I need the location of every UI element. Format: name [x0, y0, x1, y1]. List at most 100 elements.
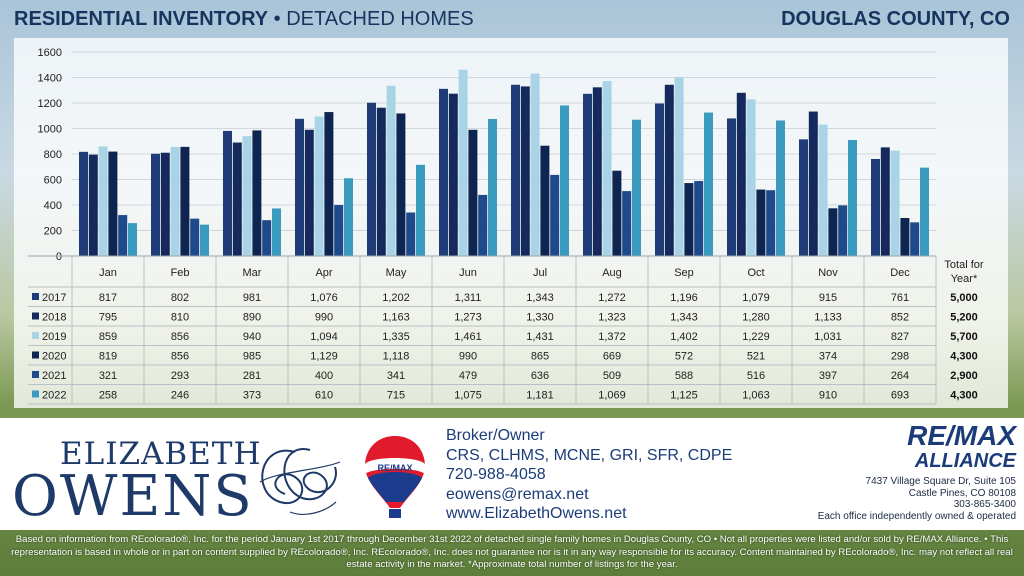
total-value-2020: 4,300 [950, 351, 978, 363]
category-label: Feb [171, 267, 190, 279]
bar-2019-jan [98, 146, 108, 256]
bar-2018-feb [160, 152, 170, 256]
data-label: 1,461 [454, 331, 482, 343]
chart-panel: 0 200 400 600 800 1000 1200 1400 1600 Jan Feb Mar Ap… [14, 38, 1008, 408]
bar-2018-nov [808, 111, 818, 256]
category-label: Apr [315, 267, 332, 279]
bar-2018-may [376, 107, 386, 256]
data-label: 1,311 [455, 292, 482, 304]
data-label: 397 [819, 370, 837, 382]
data-label: 400 [315, 370, 333, 382]
data-label: 856 [171, 331, 189, 343]
y-tick-label: 200 [44, 226, 62, 238]
bar-2022-feb [200, 224, 209, 256]
remax-balloon-icon: RE/MAX [365, 436, 425, 518]
total-value-2018: 5,200 [950, 312, 978, 324]
data-label: 509 [603, 370, 621, 382]
data-label: 817 [99, 292, 117, 304]
balloon-label: RE/MAX [377, 463, 412, 473]
bar-2021-dec [910, 222, 920, 256]
data-label: 990 [315, 312, 333, 324]
bar-2019-aug [602, 81, 612, 256]
bar-2021-jul [550, 174, 560, 256]
bar-2018-dec [880, 147, 890, 256]
y-tick-label: 600 [44, 175, 62, 187]
bar-2022-apr [344, 178, 353, 256]
bar-2021-jun [478, 194, 488, 256]
data-label: 1,133 [814, 312, 842, 324]
total-value-2022: 4,300 [950, 390, 978, 402]
contact-credentials: CRS, CLHMS, MCNE, GRI, SFR, CDPE [446, 446, 733, 464]
data-label: 1,272 [598, 292, 626, 304]
data-label: 810 [171, 312, 189, 324]
title-sub: • DETACHED HOMES [268, 7, 474, 30]
data-label: 1,323 [598, 312, 626, 324]
data-label: 293 [171, 370, 189, 382]
data-label: 1,280 [742, 312, 770, 324]
data-label: 1,431 [526, 331, 554, 343]
category-label: Jun [459, 267, 477, 279]
bar-2018-aug [592, 87, 602, 256]
disclaimer-text: Based on information from REcolorado®, I… [11, 534, 1013, 570]
category-label: Jul [533, 267, 547, 279]
data-label: 1,372 [598, 331, 626, 343]
category-label: Dec [890, 267, 910, 279]
data-label: 1,075 [454, 390, 482, 402]
bar-2020-sep [684, 183, 694, 256]
data-label: 1,202 [382, 292, 410, 304]
legend-swatch-2020 [32, 351, 39, 359]
page-title: RESIDENTIAL INVENTORY • DETACHED HOMES [14, 8, 474, 31]
data-label: 1,343 [670, 312, 698, 324]
legend-swatch-2018 [32, 312, 39, 320]
data-label: 890 [243, 312, 261, 324]
bar-2018-jul [520, 86, 530, 256]
agent-logo: ELIZABETH OWENS [8, 426, 353, 529]
category-label: Mar [243, 267, 262, 279]
total-value-2017: 5,000 [950, 292, 978, 304]
contact-website[interactable]: www.ElizabethOwens.net [446, 505, 627, 522]
bar-2017-oct [727, 118, 736, 257]
bar-2022-dec [920, 167, 929, 256]
data-label: 852 [891, 312, 909, 324]
bar-2018-jun [448, 93, 458, 256]
bar-2021-mar [262, 220, 272, 256]
data-label: 610 [315, 390, 333, 402]
data-label: 802 [171, 292, 189, 304]
data-label: 715 [387, 390, 405, 402]
bar-2017-nov [799, 139, 808, 256]
bar-2019-sep [674, 77, 684, 256]
bar-2017-may [367, 102, 376, 257]
legend-label-2017: 2017 [42, 292, 66, 304]
bar-2017-jul [511, 84, 520, 256]
bar-2018-jan [88, 154, 98, 256]
data-label: 374 [819, 351, 837, 363]
disclaimer: Based on information from REcolorado®, I… [0, 530, 1024, 576]
data-label: 258 [99, 390, 117, 402]
data-label: 669 [603, 351, 621, 363]
data-label: 1,118 [383, 351, 410, 363]
bar-2022-aug [632, 119, 641, 256]
y-tick-label: 1400 [38, 73, 62, 85]
data-label: 588 [675, 370, 693, 382]
brokerage-address-2: Castle Pines, CO 80108 [908, 487, 1016, 499]
category-label: Oct [747, 267, 764, 279]
y-tick-label: 800 [44, 149, 62, 161]
y-tick-label: 0 [56, 251, 62, 263]
total-header-line2: Year* [951, 273, 978, 285]
legend-swatch-2022 [32, 390, 39, 398]
contact-email[interactable]: eowens@remax.net [446, 485, 589, 503]
data-label: 264 [891, 370, 909, 382]
bar-2019-apr [314, 116, 324, 256]
data-label: 985 [243, 351, 261, 363]
data-label: 940 [243, 331, 261, 343]
data-label: 1,069 [598, 390, 626, 402]
disclaimer-note: *Approximate total number of listings fo… [468, 559, 678, 570]
bar-2020-apr [324, 112, 334, 257]
total-value-2019: 5,700 [950, 331, 978, 343]
data-label: 856 [171, 351, 189, 363]
bar-2020-jul [540, 145, 550, 256]
bar-2021-feb [190, 218, 200, 256]
contact-phone[interactable]: 720-988-4058 [446, 466, 546, 483]
legend-swatch-2021 [32, 371, 39, 378]
data-label: 795 [99, 312, 117, 324]
